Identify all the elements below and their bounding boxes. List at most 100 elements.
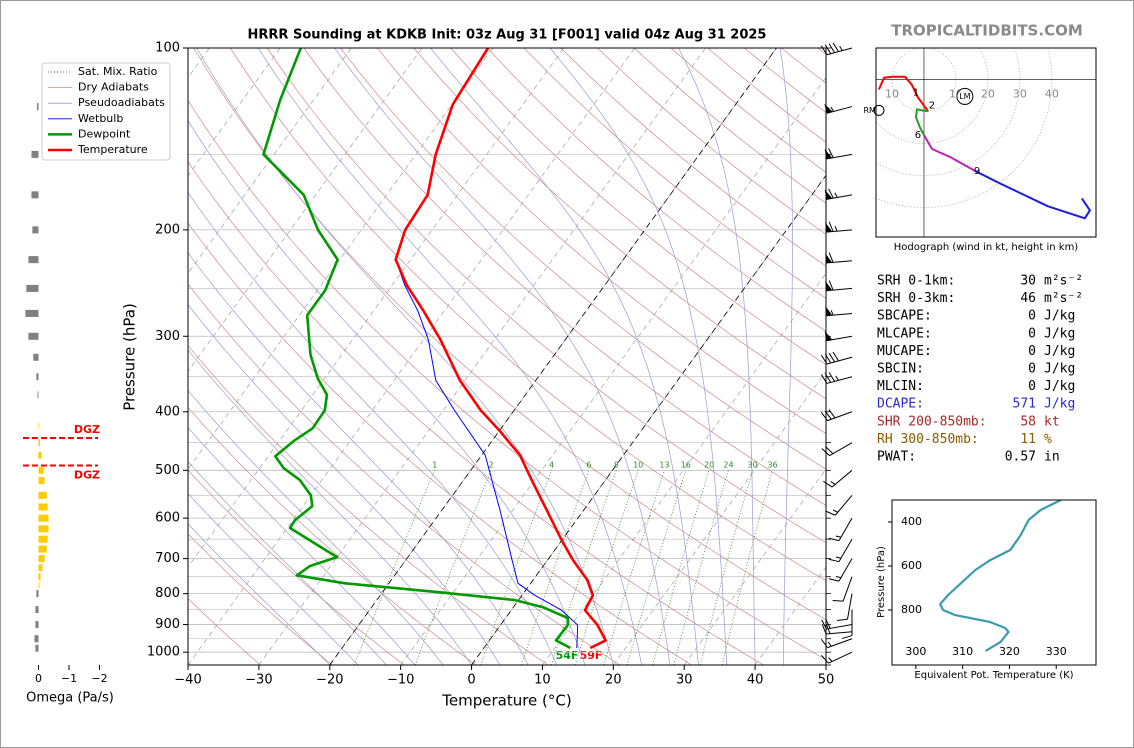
parameter-unit: J/kg (1044, 344, 1075, 359)
storm-motion-label: LM (959, 92, 970, 101)
parameter-label: MLCAPE: (877, 326, 932, 341)
wind-barb (837, 593, 853, 621)
watermark: TROPICALTIDBITS.COM (891, 22, 1083, 40)
barb-feather (821, 448, 830, 457)
isotherm (188, 48, 565, 568)
parameter-unit: J/kg (1044, 362, 1075, 377)
isotherm (188, 48, 352, 275)
dry-adiabat (230, 48, 826, 582)
omega-bar (38, 535, 48, 543)
barb-staff (828, 651, 853, 664)
pseudoadiabat (196, 48, 614, 665)
parameter-label: SRH 0-3km: (877, 291, 955, 306)
barb-half (835, 535, 842, 538)
plot-frame (187, 47, 827, 666)
omega-bar (36, 103, 39, 111)
barb-feather (828, 43, 836, 53)
thetae-frame (891, 499, 1097, 666)
y-tick-label: 400 (155, 404, 180, 419)
barb-feather (821, 655, 829, 664)
barb-feather (837, 618, 848, 621)
barb-feather (828, 409, 836, 419)
dgz-label: DGZ (74, 423, 100, 436)
parameter-value: 11 (1020, 432, 1036, 447)
omega-bar (35, 621, 39, 629)
mixing-ratio-line (414, 469, 492, 665)
omega-bar (38, 545, 47, 553)
barb-half (835, 375, 839, 381)
barb-staff (829, 442, 853, 457)
y-tick-label: 1000 (147, 645, 180, 660)
ring-label: 30 (1013, 88, 1027, 101)
omega-bar (31, 150, 39, 158)
barb-flag (825, 222, 833, 233)
barb-feather (825, 510, 836, 516)
y-tick-label: 800 (901, 603, 922, 616)
barb-staff (838, 558, 853, 582)
ring-label: 20 (981, 88, 995, 101)
barb-half (828, 657, 833, 662)
y-tick-label: 500 (155, 463, 180, 478)
y-tick-label: 600 (901, 559, 922, 572)
barb-feather (828, 221, 834, 232)
x-tick-label: 300 (905, 645, 926, 658)
barb-staff (838, 538, 853, 562)
omega-bar (31, 191, 39, 199)
dry-adiabat (188, 161, 764, 665)
parameter-label: DCAPE: (877, 397, 924, 412)
wind-barb (823, 469, 853, 488)
isotherm (613, 370, 826, 665)
plot-area (188, 48, 826, 665)
dry-adiabat (413, 48, 826, 400)
wind-barb (825, 252, 853, 264)
y-tick-label: 600 (155, 511, 180, 526)
wind-barb (828, 558, 853, 582)
pseudoadiabat (188, 191, 557, 665)
profile-line (262, 48, 572, 650)
x-tick-label: 50 (818, 673, 835, 688)
barb-staff (826, 631, 853, 635)
barb-flag (824, 189, 833, 200)
pseudoadiabat (188, 426, 416, 665)
barb-half (839, 45, 843, 51)
omega-tick-label: −1 (61, 672, 77, 685)
parameter-value: 46 (1020, 291, 1036, 306)
parameter-label: SBCIN: (877, 362, 924, 377)
barb-half (830, 310, 834, 316)
wind-barb (825, 495, 853, 516)
isotherm (188, 48, 423, 372)
isotherm (683, 468, 826, 665)
barb-staff (826, 229, 853, 233)
barb-flag (825, 280, 833, 291)
dry-adiabat (188, 533, 333, 665)
barb-half (832, 509, 839, 513)
legend-label: Temperature (77, 143, 148, 156)
barb-half (835, 556, 842, 559)
barb-half (827, 641, 832, 647)
wind-barb (820, 351, 853, 365)
dry-adiabat (303, 48, 826, 506)
pseudoadiabat (188, 460, 387, 665)
dry-adiabat (188, 597, 261, 665)
dry-adiabat (487, 48, 826, 332)
mixing-ratio-label: 4 (549, 461, 554, 470)
mixing-ratio-label: 2 (489, 461, 494, 470)
barb-staff (826, 624, 853, 630)
pseudoadiabat (188, 492, 359, 665)
omega-bar (34, 635, 39, 643)
wind-barb (828, 517, 853, 542)
storm-motion-label: RM (863, 106, 876, 115)
barb-feather (821, 624, 827, 635)
wind-barb (824, 188, 853, 200)
wind-barb (828, 538, 853, 563)
height-label: 1 (913, 88, 919, 99)
dry-adiabat (188, 469, 405, 665)
parameter-unit: % (1044, 432, 1052, 447)
dry-adiabat (188, 406, 477, 665)
thetae-x-label: Equivalent Pot. Temperature (K) (914, 670, 1073, 681)
barb-feather (832, 600, 844, 602)
dry-adiabat (450, 48, 826, 366)
parameter-value: 0.57 (1005, 450, 1036, 465)
dry-adiabat (188, 345, 549, 665)
thetae-area (939, 500, 1062, 652)
